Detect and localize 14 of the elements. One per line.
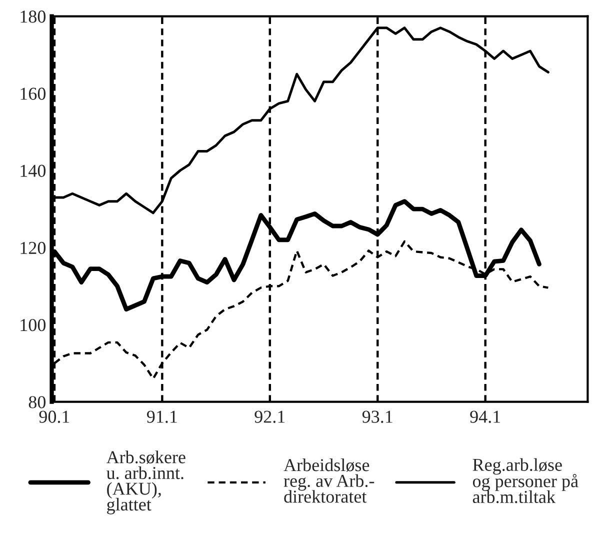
legend-label: Reg.arb.løse og personer på arb.m.tiltak	[472, 458, 578, 504]
y-tick-label: 160	[20, 88, 46, 100]
x-tick-label: 91.1	[146, 410, 177, 423]
y-tick-label: 100	[20, 318, 46, 332]
y-tick-label: 140	[20, 164, 46, 177]
y-tick-label: 80	[28, 396, 46, 408]
legend-label: Arb.søkere u. arb.innt. (AKU), glattet	[106, 450, 186, 514]
legend-label: Arbeidsløse reg. av Arb.- direktoratet	[284, 458, 374, 503]
y-tick-label: 120	[20, 242, 46, 254]
x-tick-label: 94.1	[470, 410, 500, 423]
x-tick-label: 90.1	[39, 410, 70, 423]
x-tick-label: 93.1	[362, 410, 392, 423]
y-tick-label: 180	[20, 10, 46, 23]
x-tick-label: 92.1	[254, 410, 285, 423]
